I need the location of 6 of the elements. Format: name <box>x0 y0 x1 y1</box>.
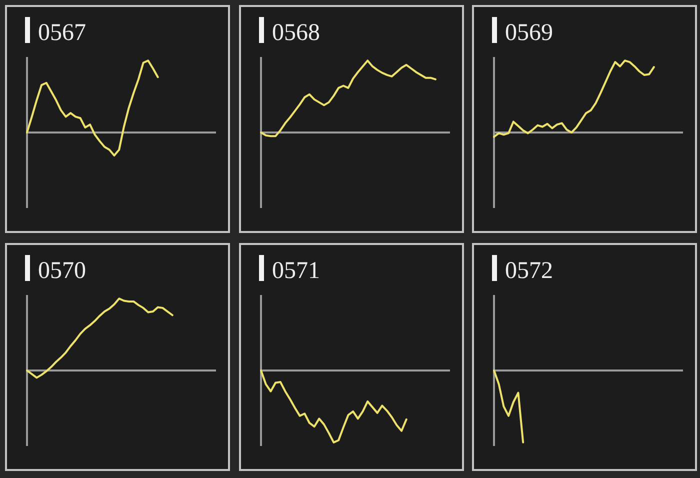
chart-title: 0568 <box>272 20 320 46</box>
chart-title: 0571 <box>272 258 320 284</box>
chart-title: 0570 <box>38 258 86 284</box>
chart-title: 0569 <box>505 20 553 46</box>
chart-title: 0567 <box>38 20 86 46</box>
chart-title: 0572 <box>505 258 553 284</box>
